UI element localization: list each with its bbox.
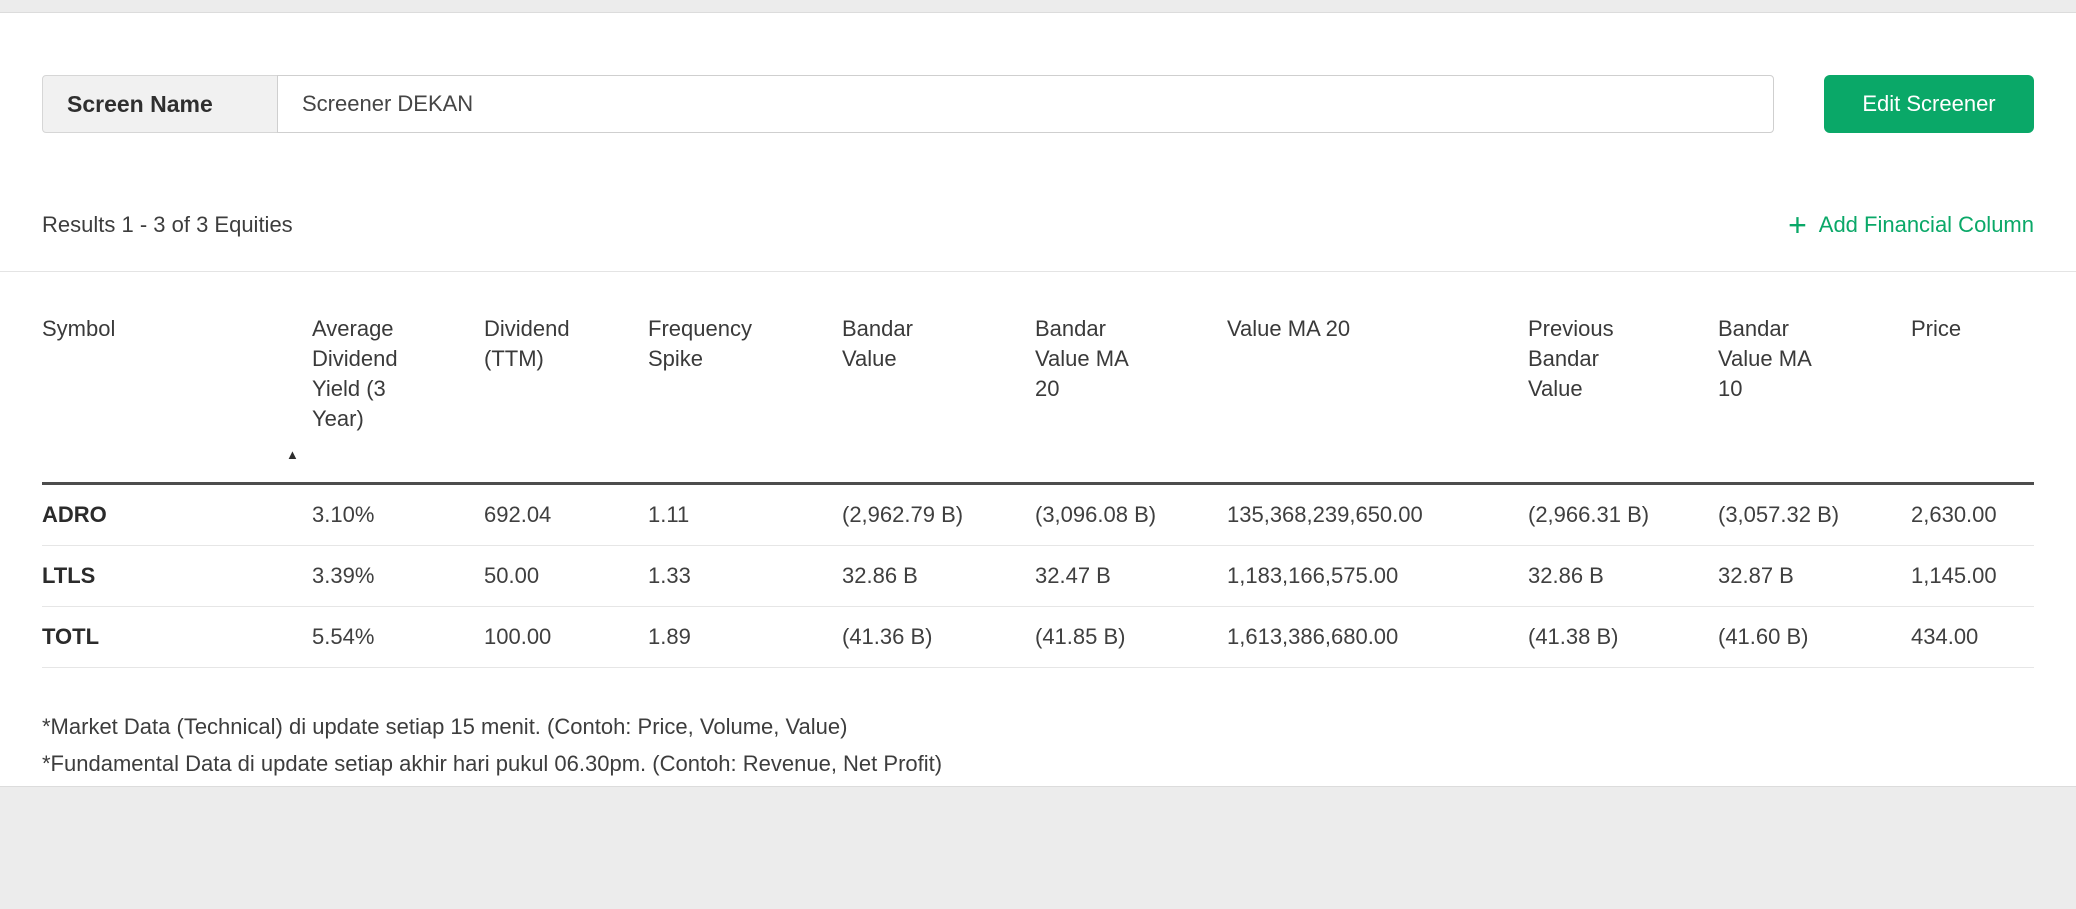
table-cell: 32.86 B [842,545,1035,607]
symbol-cell[interactable]: ADRO [42,483,312,546]
column-header-label: Symbol [42,316,116,341]
footnote-fundamental-data: *Fundamental Data di update setiap akhir… [42,751,943,776]
table-cell: (41.38 B) [1528,606,1718,668]
screen-name-label: Screen Name [42,75,278,133]
column-header-label: Bandar Value MA 20 [1035,316,1128,401]
table-cell: (41.85 B) [1035,606,1227,668]
table-cell: (2,966.31 B) [1528,483,1718,546]
table-cell: (3,096.08 B) [1035,483,1227,546]
table-cell: 135,368,239,650.00 [1227,483,1528,546]
column-header[interactable]: Bandar Value MA 10 [1718,272,1911,484]
table-cell: 1.89 [648,606,842,668]
table-cell: 100.00 [484,606,648,668]
table-cell: 692.04 [484,483,648,546]
footnotes: *Market Data (Technical) di update setia… [0,708,2076,782]
table-cell: 50.00 [484,545,648,607]
table-cell: (41.36 B) [842,606,1035,668]
screen-name-row: Screen Name Edit Screener [0,75,2076,133]
table-cell: 1,145.00 [1911,545,2034,607]
column-header[interactable]: Bandar Value [842,272,1035,484]
symbol-cell[interactable]: LTLS [42,545,312,607]
symbol-cell[interactable]: TOTL [42,606,312,668]
table-cell: 1.11 [648,483,842,546]
column-header[interactable]: Value MA 20 [1227,272,1528,484]
table-cell: 3.10% [312,483,484,546]
column-header-label: Bandar Value [842,316,913,371]
add-financial-column-link[interactable]: + Add Financial Column [1788,209,2034,241]
table-cell: 3.39% [312,545,484,607]
footnote-market-data: *Market Data (Technical) di update setia… [42,714,848,739]
table-header-row: Symbol Average Dividend Yield (3 Year) ▲ Di… [42,272,2034,484]
table-cell: 32.87 B [1718,545,1911,607]
results-summary: Results 1 - 3 of 3 Equities [42,212,293,237]
screener-panel: Screen Name Edit Screener Results 1 - 3 … [0,12,2076,787]
table-cell: 5.54% [312,606,484,668]
column-header-label: Price [1911,316,1962,341]
table-cell: 2,630.00 [1911,483,2034,546]
table-cell: (41.60 B) [1718,606,1911,668]
column-header-label: Previous Bandar Value [1528,316,1614,401]
column-header[interactable]: Average Dividend Yield (3 Year) ▲ [286,272,484,484]
column-header-label: Frequency Spike [648,316,752,371]
column-header[interactable]: Bandar Value MA 20 [1035,272,1227,484]
column-header[interactable]: Previous Bandar Value [1528,272,1718,484]
column-header-label: Value MA 20 [1227,316,1351,341]
table-cell: 32.86 B [1528,545,1718,607]
results-row: Results 1 - 3 of 3 Equities + Add Financ… [0,209,2076,272]
column-header-label: Bandar Value MA 10 [1718,316,1811,401]
table-cell: 434.00 [1911,606,2034,668]
results-table: Symbol Average Dividend Yield (3 Year) ▲ Di… [42,272,2034,668]
column-header-label: Average Dividend Yield (3 Year) [312,316,398,431]
table-cell: 32.47 B [1035,545,1227,607]
table-head: Symbol Average Dividend Yield (3 Year) ▲ Di… [42,272,2034,484]
sort-asc-icon: ▲ [286,447,299,462]
column-header[interactable]: Frequency Spike [648,272,842,484]
edit-screener-button[interactable]: Edit Screener [1824,75,2034,133]
table-body: ADRO 3.10% 692.04 1.11 (2,962.79 B) (3,096.08… [42,483,2034,668]
column-header[interactable]: Symbol [42,272,312,484]
screen-name-input[interactable] [277,75,1774,133]
column-header[interactable]: Price [1911,272,2034,484]
plus-icon: + [1788,207,1807,243]
results-table-container: Symbol Average Dividend Yield (3 Year) ▲ Di… [0,272,2076,668]
column-header-label: Dividend (TTM) [484,316,570,371]
table-cell: 1,183,166,575.00 [1227,545,1528,607]
table-row: TOTL 5.54% 100.00 1.89 (41.36 B) (41.85 B) 1,6… [42,606,2034,668]
column-header[interactable]: Dividend (TTM) [484,272,648,484]
add-financial-column-label: Add Financial Column [1818,212,2034,237]
table-row: LTLS 3.39% 50.00 1.33 32.86 B 32.47 B 1,183,16… [42,545,2034,607]
table-cell: 1.33 [648,545,842,607]
table-cell: (2,962.79 B) [842,483,1035,546]
table-row: ADRO 3.10% 692.04 1.11 (2,962.79 B) (3,096.08… [42,483,2034,546]
table-cell: (3,057.32 B) [1718,483,1911,546]
table-cell: 1,613,386,680.00 [1227,606,1528,668]
